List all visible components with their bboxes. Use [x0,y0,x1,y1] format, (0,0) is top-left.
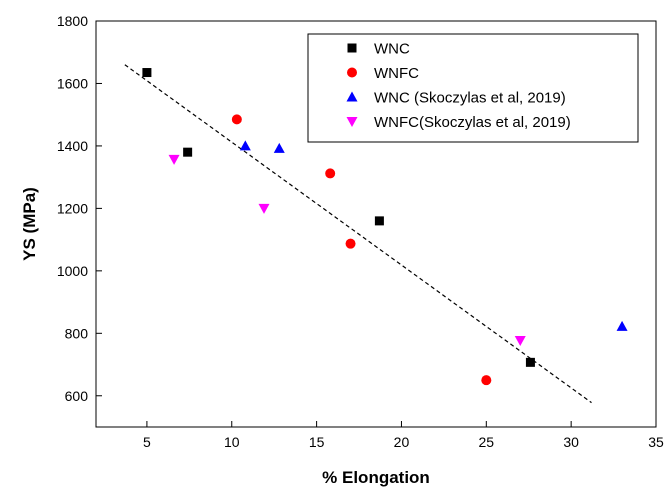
y-tick-label: 600 [65,388,89,404]
y-tick-label: 1600 [57,75,88,91]
data-point-series-0 [374,216,384,226]
x-tick-label: 25 [479,434,495,450]
x-tick-label: 35 [648,434,664,450]
y-tick-label: 1000 [57,263,88,279]
y-tick-label: 800 [65,325,89,341]
x-axis-ticks: 5 10 15 20 25 30 35 [143,421,664,450]
x-tick-label: 10 [224,434,240,450]
trend-line [124,64,592,404]
legend-marker [347,67,357,78]
data-point-series-3 [258,203,270,214]
data-point-series-1 [325,168,336,179]
legend-marker [346,91,358,102]
y-tick-label: 1400 [57,138,88,154]
legend: WNC WNFC WNC (Skoczylas et al, 2019) WNFC(S… [307,33,639,143]
data-point-series-0 [142,68,152,78]
legend-box [307,33,639,143]
y-axis-ticks: 600 800 1000 1200 1400 1600 1800 [57,13,102,404]
data-point-series-1 [345,238,356,249]
legend-label: WNFC [374,65,419,82]
y-tick-label: 1200 [57,200,88,216]
data-point-series-3 [514,335,526,346]
x-tick-label: 30 [563,434,579,450]
x-tick-label: 15 [309,434,325,450]
x-tick-label: 20 [394,434,410,450]
data-point-series-0 [183,147,193,157]
x-axis-title: % Elongation [322,468,430,487]
y-axis-title: YS (MPa) [20,187,39,261]
legend-label: WNC [374,41,410,58]
y-tick-label: 1800 [57,13,88,29]
legend-label: WNC (Skoczylas et al, 2019) [374,90,566,107]
legend-marker [347,43,357,53]
legend-marker [346,117,358,127]
data-point-series-2 [616,320,628,331]
data-point-series-2 [273,142,285,153]
x-tick-label: 5 [143,434,151,450]
data-point-series-3 [168,154,180,165]
data-point-series-1 [231,114,242,125]
data-point-series-2 [239,140,251,151]
data-point-series-0 [525,357,535,367]
data-point-series-1 [481,375,492,386]
legend-label: WNFC(Skoczylas et al, 2019) [374,114,571,131]
data-points [142,68,628,386]
